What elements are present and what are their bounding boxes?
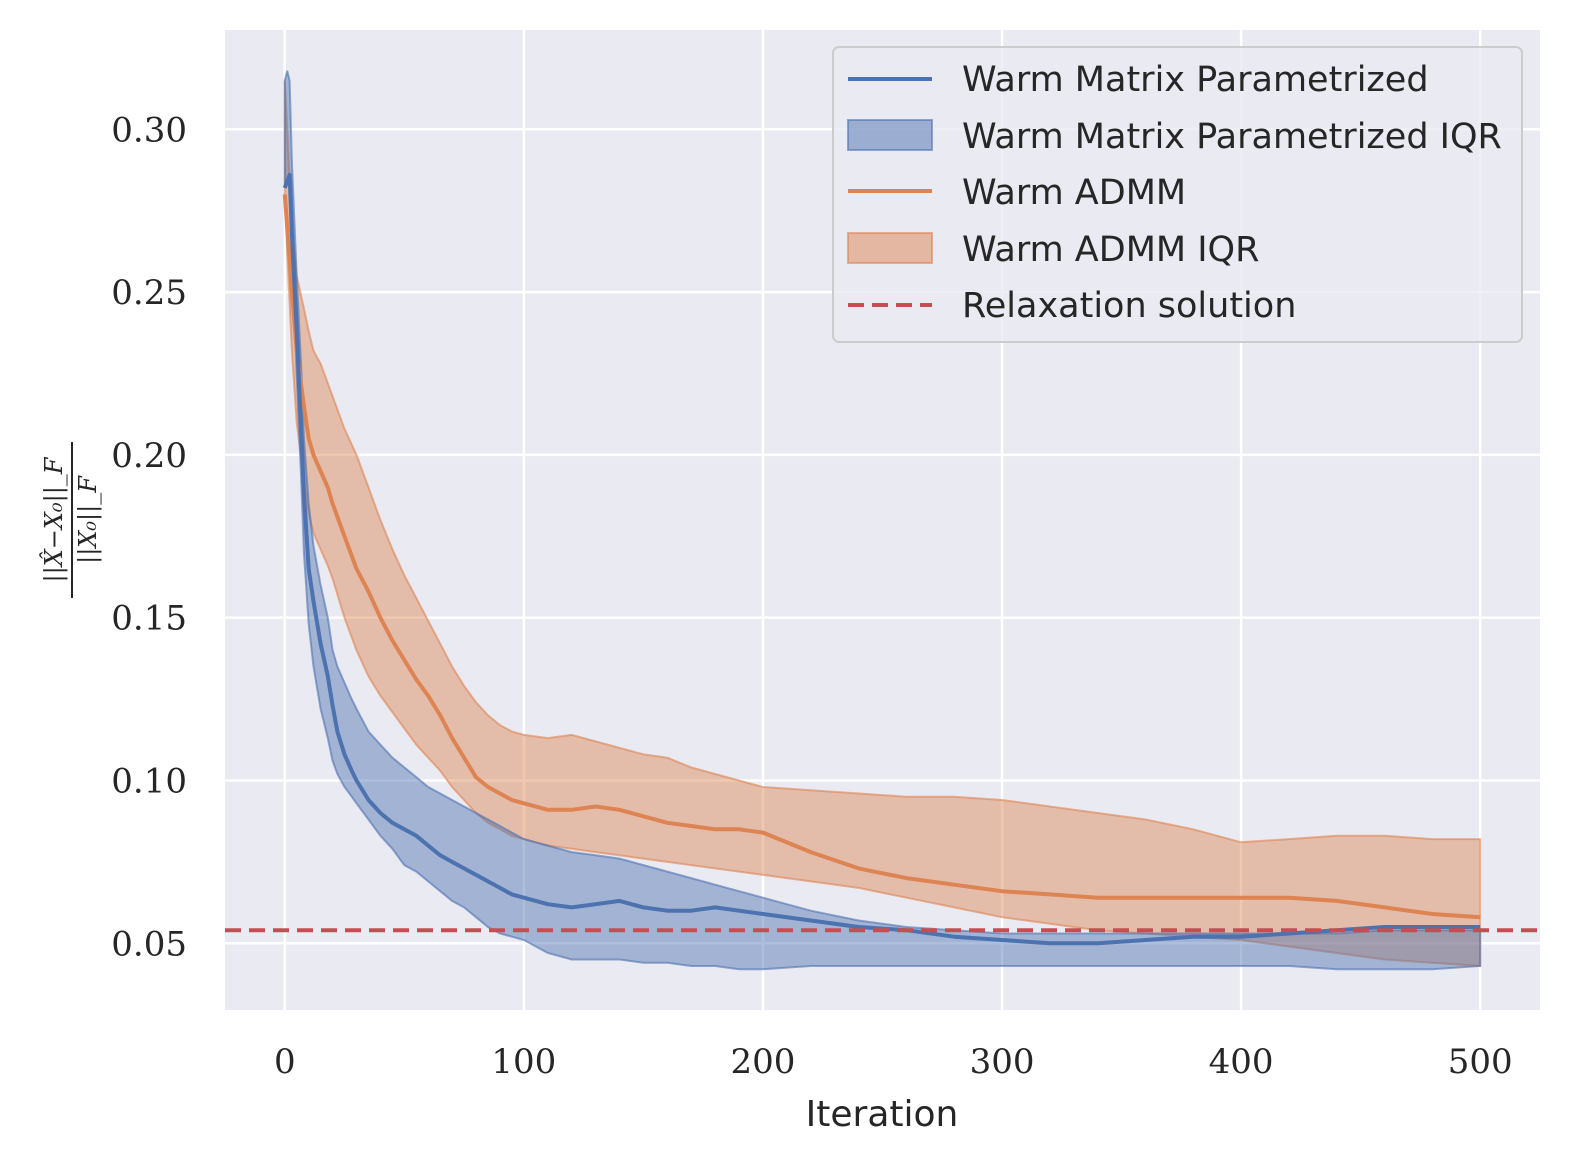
x-axis-ticks: 0 100 200 300 400 500 <box>274 1042 1513 1082</box>
x-tick-label: 300 <box>970 1042 1035 1082</box>
legend-label-warm-matrix-parametrized-iqr: Warm Matrix Parametrized IQR <box>962 117 1502 157</box>
y-tick-label: 0.20 <box>111 436 187 476</box>
warm-admm-line <box>282 194 1481 920</box>
y-tick-label: 0.15 <box>111 599 187 639</box>
y-axis-title-numerator: ||X̂−X₀||_F <box>40 456 69 582</box>
warm-matrix-parametrized-iqr-band <box>283 70 1482 971</box>
legend-frame <box>832 46 1523 343</box>
y-axis-ticks: 0.05 0.10 0.15 0.20 0.25 0.30 <box>111 110 187 964</box>
y-tick-label: 0.30 <box>111 110 187 150</box>
legend-label-warm-matrix-parametrized: Warm Matrix Parametrized <box>962 60 1429 100</box>
legend-swatch-warm-matrix-parametrized-iqr <box>847 119 933 151</box>
legend-label-warm-admm-iqr: Warm ADMM IQR <box>962 230 1259 270</box>
x-tick-label: 500 <box>1448 1042 1513 1082</box>
legend: Warm Matrix Parametrized Warm Matrix Par… <box>832 46 1523 343</box>
y-tick-label: 0.05 <box>111 924 187 964</box>
x-tick-label: 400 <box>1209 1042 1274 1082</box>
y-axis-title-denominator: ||X₀||_F <box>74 475 103 564</box>
y-axis-title: ||X̂−X₀||_F ||X₀||_F <box>40 442 103 598</box>
legend-swatch-warm-admm-iqr <box>847 232 933 264</box>
y-tick-label: 0.25 <box>111 273 187 313</box>
x-axis-title: Iteration <box>806 1094 959 1135</box>
y-tick-label: 0.10 <box>111 761 187 801</box>
x-tick-label: 100 <box>491 1042 556 1082</box>
legend-label-relaxation-solution: Relaxation solution <box>962 286 1296 326</box>
x-tick-label: 0 <box>274 1042 296 1082</box>
x-tick-label: 200 <box>731 1042 796 1082</box>
legend-label-warm-admm: Warm ADMM <box>962 173 1186 213</box>
warm-matrix-parametrized-line <box>282 172 1481 946</box>
